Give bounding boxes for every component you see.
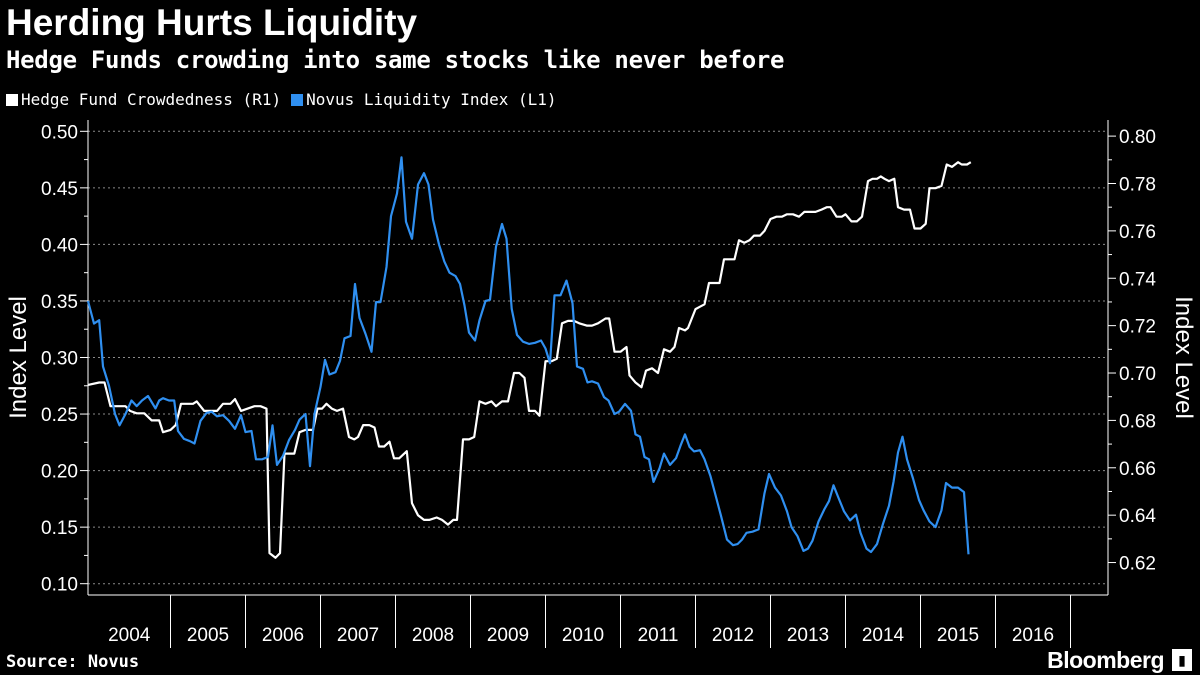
chart-subtitle: Hedge Funds crowding into same stocks li… [6,46,785,74]
source-note: Source: Novus [6,652,140,672]
right-tick-label: 0.62 [1119,554,1156,575]
x-tick-label: 2013 [787,625,829,646]
x-tick-label: 2010 [562,625,604,646]
legend: Hedge Fund Crowdedness (R1) Novus Liquid… [6,90,567,109]
left-tick-label: 0.25 [41,405,78,426]
x-tick-label: 2014 [862,625,905,646]
legend-item-liquidity: Novus Liquidity Index (L1) [291,90,557,109]
x-tick-label: 2016 [1012,625,1054,646]
right-tick-label: 0.72 [1119,317,1156,338]
x-tick-label: 2011 [638,625,679,646]
right-tick-label: 0.64 [1119,506,1156,527]
right-tick-label: 0.74 [1119,269,1156,290]
x-tick-label: 2007 [337,625,379,646]
left-tick-label: 0.10 [41,575,78,596]
x-tick-label: 2012 [712,625,754,646]
x-tick-label: 2009 [487,625,529,646]
left-tick-label: 0.30 [41,349,78,370]
legend-swatch-liquidity [291,93,304,106]
x-tick-label: 2008 [412,625,454,646]
chart-title: Herding Hurts Liquidity [6,2,418,43]
right-tick-label: 0.68 [1119,411,1156,432]
left-tick-label: 0.40 [41,235,78,256]
x-tick-label: 2015 [937,625,979,646]
x-tick-label: 2004 [108,625,151,646]
left-tick-label: 0.15 [41,518,78,539]
left-tick-label: 0.35 [41,292,78,313]
legend-swatch-crowdedness [6,93,18,106]
bloomberg-terminal-icon: ▮ [1172,649,1192,671]
left-tick-label: 0.45 [41,179,78,200]
x-tick-label: 2005 [187,625,229,646]
bloomberg-logo: Bloomberg [1047,647,1164,673]
series-line-liquidity [86,156,970,555]
x-tick-label: 2006 [262,625,304,646]
right-tick-label: 0.78 [1119,174,1156,195]
right-tick-label: 0.76 [1119,222,1156,243]
legend-label-liquidity: Novus Liquidity Index (L1) [306,90,557,109]
left-tick-label: 0.20 [41,462,78,483]
left-tick-label: 0.50 [41,122,78,143]
legend-item-crowdedness: Hedge Fund Crowdedness (R1) [6,90,281,109]
legend-label-crowdedness: Hedge Fund Crowdedness (R1) [21,90,282,109]
left-axis-title: Index Level [5,296,32,419]
right-tick-label: 0.66 [1119,459,1156,480]
right-tick-label: 0.70 [1119,364,1156,385]
right-tick-label: 0.80 [1119,127,1156,148]
right-axis-title: Index Level [1170,296,1197,419]
